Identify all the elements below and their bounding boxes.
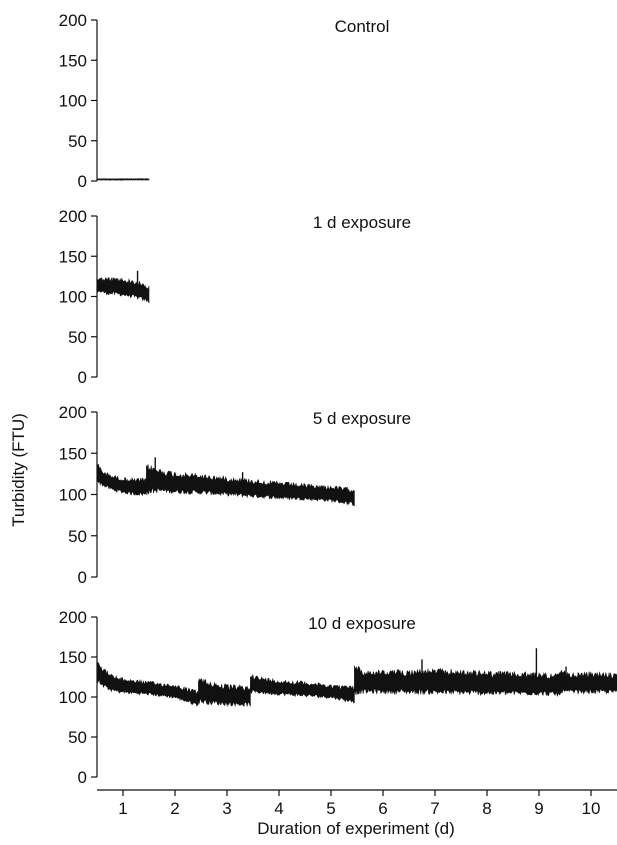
x-tick-label: 3 xyxy=(222,799,231,818)
y-tick-label: 200 xyxy=(59,11,87,30)
y-tick-label: 0 xyxy=(78,768,87,787)
y-tick-label: 150 xyxy=(59,648,87,667)
y-tick-label: 0 xyxy=(78,568,87,587)
y-tick-label: 100 xyxy=(59,688,87,707)
data-band-segment xyxy=(198,678,251,708)
x-tick-label: 4 xyxy=(274,799,283,818)
data-band-segment xyxy=(354,665,561,697)
x-tick-label: 1 xyxy=(118,799,127,818)
data-band-segment xyxy=(146,464,355,507)
data-band-segment xyxy=(250,674,355,704)
data-band-segment xyxy=(96,659,199,707)
x-tick-label: 2 xyxy=(170,799,179,818)
x-tick-label: 8 xyxy=(482,799,491,818)
panel-title: 10 d exposure xyxy=(308,614,416,633)
y-tick-label: 0 xyxy=(78,172,87,191)
data-band-segment xyxy=(96,276,150,304)
x-axis-title: Duration of experiment (d) xyxy=(257,819,454,838)
data-band-segment xyxy=(96,462,147,497)
y-tick-label: 50 xyxy=(68,328,87,347)
x-tick-label: 9 xyxy=(534,799,543,818)
y-tick-label: 0 xyxy=(78,368,87,387)
panel-title: Control xyxy=(335,17,390,36)
y-tick-label: 50 xyxy=(68,527,87,546)
panel-title: 5 d exposure xyxy=(313,409,411,428)
y-tick-label: 100 xyxy=(59,288,87,307)
panel-3: 0 50 100 150 200 10 d exposure xyxy=(59,608,617,787)
y-tick-label: 150 xyxy=(59,51,87,70)
x-tick-label: 7 xyxy=(430,799,439,818)
y-tick-label: 200 xyxy=(59,207,87,226)
x-axis: 1 2 3 4 5 6 7 8 9 10 xyxy=(97,789,617,818)
y-tick-label: 100 xyxy=(59,486,87,505)
panel-title: 1 d exposure xyxy=(313,213,411,232)
y-tick-label: 150 xyxy=(59,247,87,266)
x-tick-label: 10 xyxy=(582,799,601,818)
data-band-segment xyxy=(96,178,150,181)
panel-0: 0 50 100 150 200 Control xyxy=(59,11,390,191)
panel-2: 0 50 100 150 200 5 d exposure xyxy=(59,403,412,587)
y-axis-title: Turbidity (FTU) xyxy=(9,413,28,527)
x-tick-label: 6 xyxy=(378,799,387,818)
y-tick-label: 200 xyxy=(59,403,87,422)
y-tick-label: 100 xyxy=(59,92,87,111)
y-tick-label: 150 xyxy=(59,444,87,463)
y-tick-label: 200 xyxy=(59,608,87,627)
data-band-segment xyxy=(559,669,617,695)
x-tick-label: 5 xyxy=(326,799,335,818)
y-tick-label: 50 xyxy=(68,728,87,747)
y-tick-label: 50 xyxy=(68,132,87,151)
panel-1: 0 50 100 150 200 1 d exposure xyxy=(59,207,412,387)
